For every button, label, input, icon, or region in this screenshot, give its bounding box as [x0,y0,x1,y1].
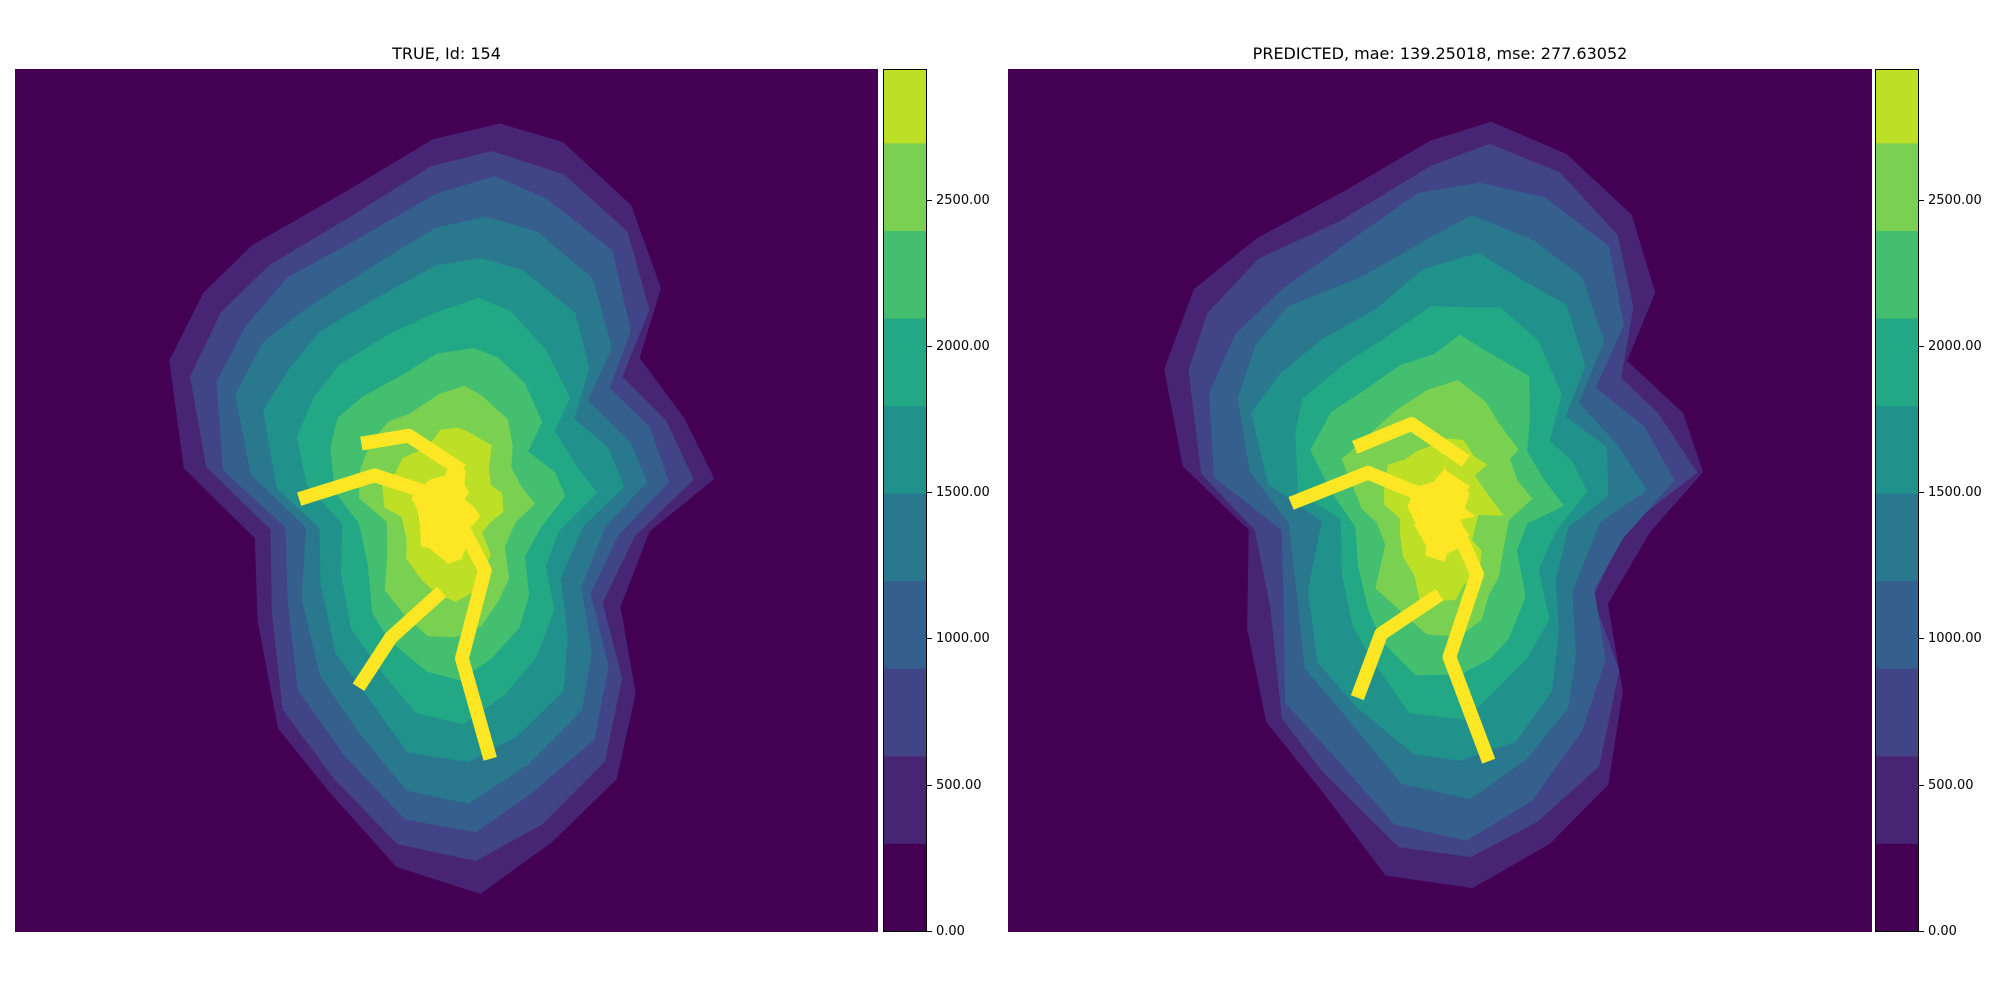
tick-label: 2000.00 [1928,338,1982,354]
tick-label: 0.00 [936,924,965,939]
tick-mark [927,345,932,347]
right-colorbar-ticks: 0.00 500.00 1000.00 1500.00 2000.00 2500.00 [1919,69,1989,939]
left-panel-title: TRUE, Id: 154 [392,44,501,63]
ridge-line-1 [1352,417,1470,467]
tick-mark [1919,931,1924,932]
colorbar-band-2 [1876,668,1918,757]
ridge-line-2 [1350,588,1444,701]
ridge-line-0 [297,468,497,761]
tick-mark [927,931,932,932]
colorbar-band-3 [1876,580,1918,669]
tick-label: 1500.00 [936,485,990,501]
colorbar-band-3 [884,580,926,669]
colorbar-tick: 2500.00 [927,192,997,208]
colorbar-tick: 2000.00 [1919,338,1989,354]
colorbar-band-1 [1876,755,1918,844]
left-colorbar-svg [884,70,926,931]
colorbar-band-7 [884,230,926,319]
colorbar-band-2 [884,668,926,757]
tick-label: 1000.00 [936,631,990,647]
tick-label: 1500.00 [1928,485,1982,501]
true-elevation-map-svg [169,123,715,894]
colorbar-band-6 [1876,318,1918,407]
tick-mark [927,638,932,640]
colorbar-band-9 [884,70,926,144]
ridge-line-1 [360,428,466,477]
ridge-line-0 [1288,465,1496,764]
colorbar-tick: 0.00 [1919,924,1989,939]
tick-mark [1919,492,1924,494]
colorbar-tick: 500.00 [1919,777,1989,793]
colorbar-band-4 [884,493,926,582]
colorbar-tick: 0.00 [927,924,997,939]
tick-mark [1919,638,1924,640]
tick-mark [1919,345,1924,347]
tick-mark [927,199,932,201]
tick-label: 1000.00 [1928,631,1982,647]
tick-label: 500.00 [936,777,982,793]
right-colorbar-svg [1876,70,1918,931]
colorbar-band-0 [884,843,926,931]
colorbar-band-9 [1876,70,1918,144]
left-colorbar-ticks: 0.00 500.00 1000.00 1500.00 2000.00 2500.00 [927,69,997,939]
tick-mark [927,784,932,786]
tick-mark [1919,199,1924,201]
colorbar-band-4 [1876,493,1918,582]
colorbar-band-7 [1876,230,1918,319]
tick-mark [927,492,932,494]
colorbar-tick: 1500.00 [927,485,997,501]
left-colorbar [883,69,927,932]
tick-mark [1919,784,1924,786]
colorbar-band-5 [1876,405,1918,494]
tick-label: 2000.00 [936,338,990,354]
tick-label: 2500.00 [1928,192,1982,208]
colorbar-tick: 1000.00 [927,631,997,647]
colorbar-band-1 [884,755,926,844]
colorbar-band-0 [1876,843,1918,931]
colorbar-band-6 [884,318,926,407]
right-colorbar [1875,69,1919,932]
colorbar-tick: 2000.00 [927,338,997,354]
colorbar-tick: 500.00 [927,777,997,793]
colorbar-band-5 [884,405,926,494]
tick-label: 0.00 [1928,924,1957,939]
colorbar-band-8 [884,142,926,231]
predicted-elevation-map-svg [1164,121,1704,889]
tick-label: 500.00 [1928,777,1974,793]
predicted-elevation-map [1008,69,1872,932]
colorbar-tick: 1000.00 [1919,631,1989,647]
tick-label: 2500.00 [936,192,990,208]
colorbar-band-8 [1876,142,1918,231]
true-elevation-map [15,69,878,932]
right-panel-title: PREDICTED, mae: 139.25018, mse: 277.6305… [1252,44,1628,63]
colorbar-tick: 2500.00 [1919,192,1989,208]
colorbar-tick: 1500.00 [1919,485,1989,501]
ridge-line-2 [352,586,447,692]
